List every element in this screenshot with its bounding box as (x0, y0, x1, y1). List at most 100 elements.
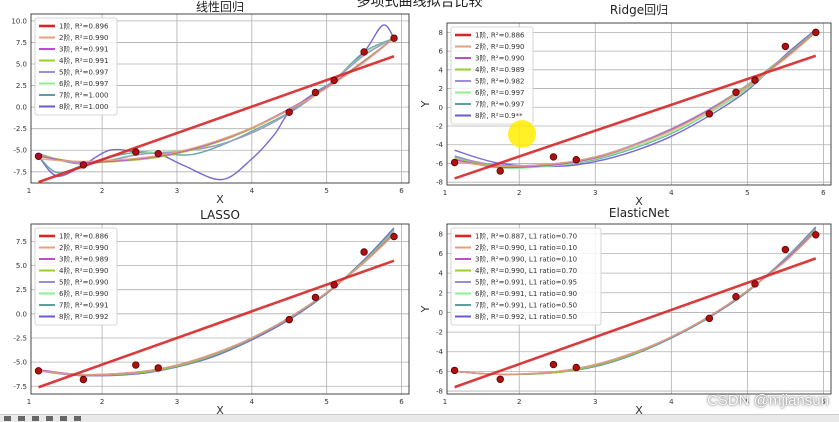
legend-label: 3阶, R²=0.989 (59, 255, 108, 264)
plot-frame (30, 223, 410, 395)
chart-title: Ridge回归 (610, 3, 668, 17)
y-tick-label: 2.5 (16, 286, 27, 294)
y-tick-label: 5.0 (16, 61, 27, 69)
data-point (781, 245, 790, 254)
x-tick-label: 5 (745, 398, 749, 406)
y-tick-label: 8 (439, 230, 443, 238)
toolbar-icon[interactable] (32, 416, 39, 421)
x-axis-label: X (635, 195, 643, 208)
data-point (732, 293, 740, 301)
y-axis-label: Y (419, 100, 432, 108)
data-point (34, 152, 43, 160)
x-tick-label: 5 (745, 189, 749, 197)
data-point (751, 76, 759, 84)
legend-label: 2阶, R²=0.990 (59, 243, 108, 252)
y-tick-label: -2.5 (13, 125, 27, 133)
legend: 1阶, R²=0.887, L1 ratio=0.70 2阶, R²=0.990,… (450, 227, 602, 326)
y-tick-label: -8 (436, 388, 443, 396)
legend-label: 7阶, R²=0.997 (475, 100, 524, 109)
toolbar-icon[interactable] (18, 416, 25, 421)
data-point (34, 367, 43, 375)
legend-label: 7阶, R²=0.991 (59, 301, 108, 310)
legend-label: 5阶, R²=0.997 (59, 68, 108, 77)
y-tick-label: 2 (439, 289, 443, 297)
x-tick-label: 3 (593, 189, 597, 197)
x-tick-label: 4 (250, 398, 255, 406)
data-point (549, 360, 558, 369)
series-line-1 (454, 54, 817, 180)
legend-label: 8阶, R²=1.000 (59, 102, 108, 111)
data-point (285, 315, 293, 324)
y-tick-label: -2 (436, 329, 443, 337)
y-tick-label: -5.0 (13, 147, 27, 155)
y-tick-label: 4 (439, 66, 444, 74)
x-tick-label: 1 (443, 189, 447, 197)
data-point (132, 361, 140, 369)
legend-label: 7阶, R²=1.000 (59, 91, 108, 100)
y-tick-label: -4 (436, 348, 444, 356)
chart-title: ElasticNet (609, 206, 670, 220)
series-group (454, 29, 817, 180)
plot-frame (446, 22, 832, 186)
bottom-toolbar-strip (0, 414, 839, 422)
y-tick-label: -6 (436, 160, 444, 168)
data-point (450, 366, 459, 375)
data-point (132, 148, 140, 156)
data-point (496, 167, 504, 175)
toolbar-icon[interactable] (4, 416, 11, 421)
x-tick-label: 6 (399, 398, 404, 406)
x-tick-label: 5 (324, 187, 328, 195)
legend-label: 6阶, R²=0.997 (59, 79, 108, 88)
toolbar-icon[interactable] (60, 416, 67, 421)
series-line-1 (454, 257, 817, 389)
y-tick-label: -2 (436, 123, 443, 131)
data-point (330, 76, 338, 85)
y-tick-label: 2.5 (16, 82, 27, 90)
x-tick-label: 4 (250, 187, 255, 195)
chart-panel-2: 1 2 3 4 5 6 -8 -6 -4 -2 0 2 4 6 8 Ridge回归 X Y 1阶, R²=0.886… (419, 3, 832, 208)
y-tick-label: 6 (439, 250, 444, 258)
data-point (450, 158, 459, 167)
x-tick-label: 5 (324, 398, 328, 406)
toolbar-icon[interactable] (74, 416, 81, 421)
data-point (549, 153, 558, 161)
legend-box (450, 227, 602, 326)
x-tick-label: 2 (517, 189, 521, 197)
y-tick-label: -4 (436, 141, 444, 149)
data-point (572, 363, 580, 372)
series-group (454, 226, 817, 389)
y-tick-label: -6 (436, 368, 444, 376)
y-tick-label: -8 (436, 179, 443, 187)
toolbar-icon[interactable] (46, 416, 53, 421)
x-tick-label: 1 (27, 398, 31, 406)
legend-label: 3阶, R²=0.990 (475, 54, 524, 63)
y-tick-label: -7.5 (13, 168, 27, 176)
legend-label: 2阶, R²=0.990, L1 ratio=0.10 (475, 243, 577, 252)
legend-label: 4阶, R²=0.991 (59, 56, 108, 65)
csdn-watermark: CSDN @mjiansun (707, 392, 829, 409)
y-tick-label: -2.5 (13, 334, 27, 342)
x-tick-label: 3 (175, 398, 179, 406)
data-point (360, 248, 368, 256)
legend-box (34, 227, 118, 326)
y-tick-label: 10.0 (11, 17, 27, 25)
y-tick-label: 6 (439, 48, 444, 56)
legend-box (450, 26, 534, 125)
data-point (285, 108, 293, 116)
chart-title: LASSO (200, 208, 240, 222)
legend-label: 8阶, R²=0.9** (475, 111, 523, 120)
legend-label: 3阶, R²=0.991 (59, 45, 108, 54)
legend-label: 4阶, R²=0.989 (475, 65, 524, 74)
legend-label: 2阶, R²=0.990 (475, 42, 524, 51)
data-point (812, 28, 820, 37)
series-line-2 (38, 37, 395, 163)
legend: 1阶, R²=0.896 2阶, R²=0.990 3阶, R²=0.991 4阶, … (34, 17, 118, 116)
x-tick-label: 2 (100, 398, 104, 406)
data-point (390, 34, 398, 42)
x-tick-label: 6 (821, 189, 826, 197)
data-point (311, 293, 320, 302)
data-point (705, 314, 714, 323)
y-tick-label: 8 (439, 29, 443, 37)
x-tick-label: 1 (443, 398, 447, 406)
